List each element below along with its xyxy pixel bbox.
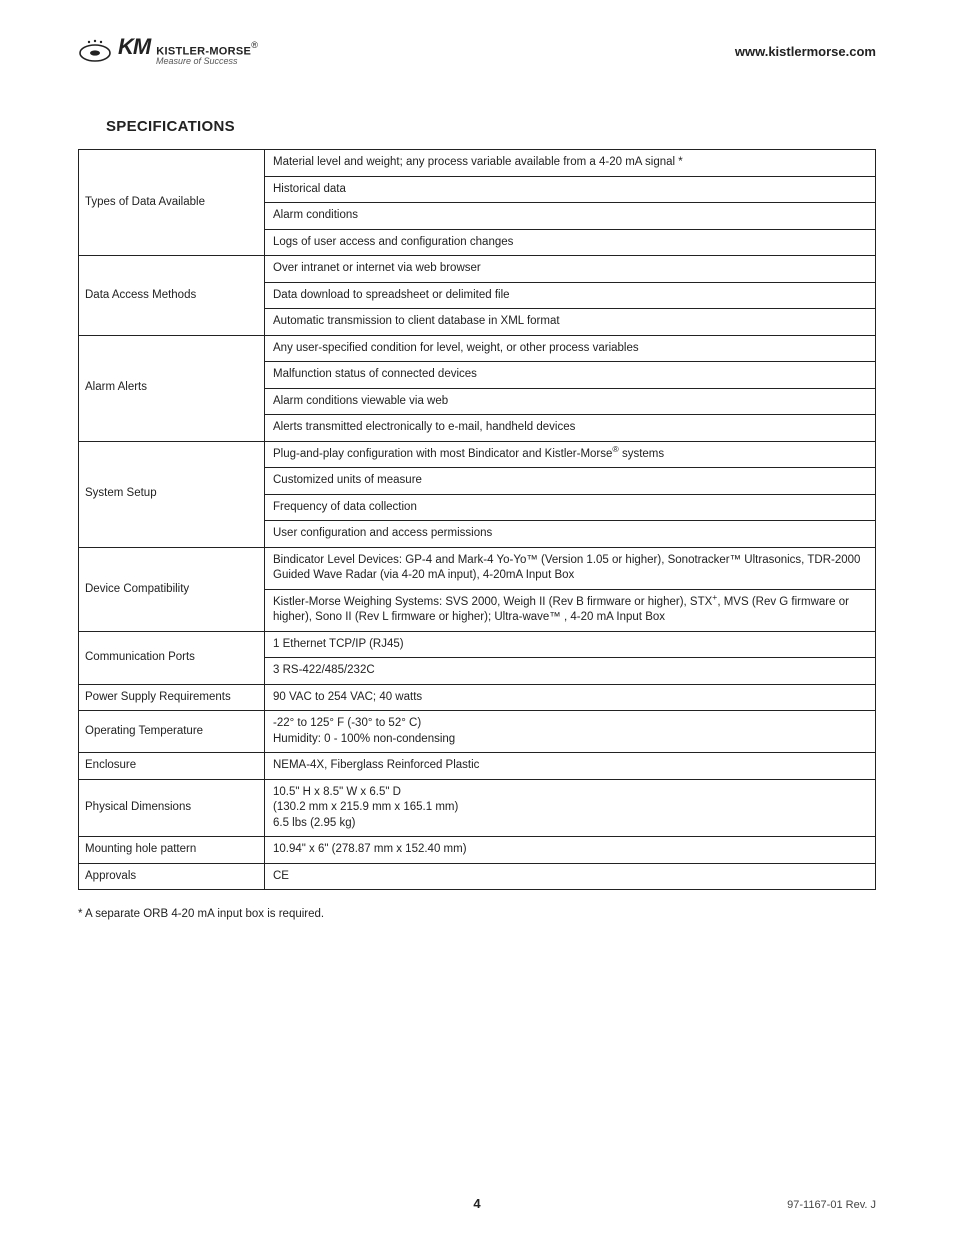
spec-value: Historical data [265, 176, 876, 203]
table-row: Alarm AlertsAny user-specified condition… [79, 335, 876, 362]
spec-value: Customized units of measure [265, 468, 876, 495]
spec-value: Automatic transmission to client databas… [265, 309, 876, 336]
spec-label: System Setup [79, 441, 265, 547]
brand-text: KM KISTLER-MORSE® Measure of Success [118, 36, 258, 66]
spec-value: Logs of user access and configuration ch… [265, 229, 876, 256]
section-title: SPECIFICATIONS [106, 118, 876, 135]
spec-value: NEMA-4X, Fiberglass Reinforced Plastic [265, 753, 876, 780]
spec-label: Alarm Alerts [79, 335, 265, 441]
table-row: Mounting hole pattern10.94" x 6" (278.87… [79, 837, 876, 864]
table-row: System SetupPlug-and-play configuration … [79, 441, 876, 468]
spec-value: CE [265, 863, 876, 890]
brand-mark-icon [78, 39, 112, 63]
spec-value: 1 Ethernet TCP/IP (RJ45) [265, 631, 876, 658]
table-row: Device CompatibilityBindicator Level Dev… [79, 547, 876, 589]
spec-label: Types of Data Available [79, 150, 265, 256]
spec-label: Device Compatibility [79, 547, 265, 631]
spec-value: 10.5" H x 8.5" W x 6.5" D(130.2 mm x 215… [265, 779, 876, 837]
registered-mark: ® [251, 40, 258, 50]
table-row: Types of Data AvailableMaterial level an… [79, 150, 876, 177]
spec-value: Bindicator Level Devices: GP-4 and Mark-… [265, 547, 876, 589]
spec-value: Kistler-Morse Weighing Systems: SVS 2000… [265, 589, 876, 631]
table-row: Communication Ports1 Ethernet TCP/IP (RJ… [79, 631, 876, 658]
spec-value: Any user-specified condition for level, … [265, 335, 876, 362]
spec-value: Alarm conditions [265, 203, 876, 230]
table-row: Power Supply Requirements90 VAC to 254 V… [79, 684, 876, 711]
spec-label: Approvals [79, 863, 265, 890]
spec-value: Over intranet or internet via web browse… [265, 256, 876, 283]
spec-value: Data download to spreadsheet or delimite… [265, 282, 876, 309]
spec-value: 90 VAC to 254 VAC; 40 watts [265, 684, 876, 711]
spec-value: Malfunction status of connected devices [265, 362, 876, 389]
table-row: Operating Temperature-22° to 125° F (-30… [79, 711, 876, 753]
page-footer: 4 97-1167-01 Rev. J [0, 1196, 954, 1211]
spec-label: Operating Temperature [79, 711, 265, 753]
brand-tagline: Measure of Success [156, 57, 258, 66]
footnote: * A separate ORB 4-20 mA input box is re… [78, 908, 876, 920]
page-header: KM KISTLER-MORSE® Measure of Success www… [78, 36, 876, 66]
spec-value: Material level and weight; any process v… [265, 150, 876, 177]
spec-value: Alerts transmitted electronically to e-m… [265, 415, 876, 442]
spec-value: Alarm conditions viewable via web [265, 388, 876, 415]
spec-value: Frequency of data collection [265, 494, 876, 521]
spec-value: 10.94" x 6" (278.87 mm x 152.40 mm) [265, 837, 876, 864]
brand-logo: KM KISTLER-MORSE® Measure of Success [78, 36, 258, 66]
spec-label: Enclosure [79, 753, 265, 780]
spec-value: User configuration and access permission… [265, 521, 876, 548]
spec-label: Physical Dimensions [79, 779, 265, 837]
specifications-table: Types of Data AvailableMaterial level an… [78, 149, 876, 890]
table-row: EnclosureNEMA-4X, Fiberglass Reinforced … [79, 753, 876, 780]
table-row: Physical Dimensions10.5" H x 8.5" W x 6.… [79, 779, 876, 837]
table-row: Data Access MethodsOver intranet or inte… [79, 256, 876, 283]
spec-value: Plug-and-play configuration with most Bi… [265, 441, 876, 468]
brand-short: KM [118, 36, 150, 58]
spec-label: Mounting hole pattern [79, 837, 265, 864]
doc-revision: 97-1167-01 Rev. J [787, 1199, 876, 1211]
specifications-tbody: Types of Data AvailableMaterial level an… [79, 150, 876, 890]
table-row: ApprovalsCE [79, 863, 876, 890]
spec-label: Power Supply Requirements [79, 684, 265, 711]
spec-label: Data Access Methods [79, 256, 265, 336]
spec-label: Communication Ports [79, 631, 265, 684]
site-url: www.kistlermorse.com [735, 44, 876, 59]
spec-value: -22° to 125° F (-30° to 52° C)Humidity: … [265, 711, 876, 753]
spec-value: 3 RS-422/485/232C [265, 658, 876, 685]
